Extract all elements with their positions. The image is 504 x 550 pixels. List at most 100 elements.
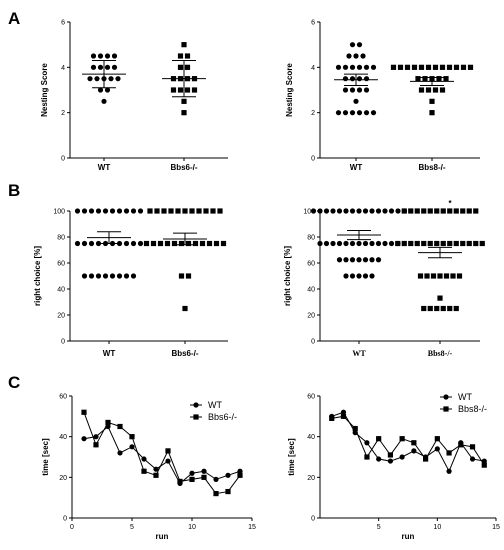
y-tick-label: 0	[311, 339, 315, 346]
data-point	[220, 240, 227, 247]
data-point	[116, 273, 123, 279]
data-point	[203, 208, 209, 214]
data-point	[323, 208, 330, 214]
data-point	[427, 240, 433, 247]
y-tick-label: 0	[61, 339, 65, 346]
y-tick-label: 2	[61, 110, 65, 117]
data-point	[335, 64, 342, 70]
chart-b-right-choice-bbs6: 0 20 40 60 80 100 right choice [%] WT Bbs6-/-	[33, 208, 228, 358]
data-point	[185, 240, 192, 247]
data-point	[473, 208, 479, 214]
data-point	[129, 444, 135, 450]
y-tick-label: 60	[307, 261, 315, 268]
y-tick-label: 6	[311, 20, 315, 27]
data-point	[199, 240, 206, 247]
data-point	[237, 468, 243, 474]
data-point	[411, 448, 417, 454]
data-point	[349, 257, 356, 263]
data-point	[117, 450, 123, 456]
data-point	[349, 110, 356, 116]
data-point	[171, 240, 178, 247]
data-point	[434, 446, 440, 452]
data-point	[369, 240, 375, 247]
data-point	[356, 87, 363, 93]
data-point	[430, 273, 437, 279]
data-point	[210, 208, 216, 214]
data-point	[421, 240, 427, 247]
data-point	[425, 64, 432, 70]
y-tick-label: 60	[57, 261, 65, 268]
data-point	[213, 476, 219, 482]
data-point	[356, 64, 363, 70]
legend-marker	[193, 402, 199, 408]
data-point	[141, 468, 147, 474]
data-point	[397, 64, 404, 70]
data-point	[101, 98, 107, 104]
panel-label-a: A	[8, 9, 20, 28]
data-point	[370, 110, 377, 116]
data-point	[349, 87, 356, 93]
data-point	[130, 273, 137, 279]
y-tick-label: 20	[307, 475, 315, 482]
data-point	[329, 415, 335, 421]
y-axis-label: time [sec]	[41, 438, 50, 476]
y-tick-label: 0	[61, 156, 65, 163]
data-point	[342, 76, 349, 82]
x-tick-label: 5	[130, 524, 134, 531]
data-point	[177, 87, 184, 93]
data-point	[178, 240, 185, 247]
data-point	[382, 240, 388, 247]
data-point	[123, 273, 130, 279]
data-point	[189, 208, 195, 214]
data-point	[237, 472, 243, 478]
data-point	[425, 87, 432, 93]
data-point	[353, 98, 359, 104]
data-point	[104, 53, 111, 59]
data-point	[117, 423, 123, 430]
data-point	[434, 240, 440, 247]
data-point	[404, 64, 411, 70]
data-point	[453, 64, 460, 70]
data-point	[342, 87, 349, 93]
data-point	[109, 208, 116, 214]
data-point	[330, 240, 336, 247]
data-point	[317, 208, 323, 214]
data-point	[362, 240, 369, 247]
data-point	[349, 240, 356, 247]
data-point	[362, 273, 369, 279]
chart-a-nesting-bbs8: 0 2 4 6 Nesting Score WT Bbs8-/-	[285, 20, 480, 172]
data-point	[443, 76, 449, 82]
data-point	[362, 257, 369, 263]
data-point	[317, 240, 323, 247]
data-point	[363, 87, 370, 93]
data-point	[466, 208, 472, 214]
x-category-label: WT	[98, 163, 111, 172]
y-tick-label: 40	[59, 434, 67, 441]
data-point	[453, 208, 459, 214]
x-category-label: Bbs6-/-	[171, 349, 198, 358]
data-point	[439, 64, 446, 70]
data-point	[74, 208, 81, 214]
data-point	[340, 409, 347, 415]
data-point	[376, 456, 382, 462]
data-point	[336, 257, 343, 263]
data-point	[323, 240, 330, 247]
data-point	[170, 87, 177, 93]
data-point	[349, 208, 356, 214]
data-point	[356, 273, 362, 279]
data-point	[353, 53, 359, 59]
data-point	[440, 240, 446, 247]
data-point	[88, 208, 95, 214]
legend-marker	[443, 394, 449, 400]
data-point	[201, 474, 207, 480]
data-point	[401, 208, 407, 214]
data-point	[418, 64, 425, 70]
chart-c-time-bbs6: 0 20 40 60 time [sec] 0 5 10 15 run WT Bbs6-/-	[41, 394, 256, 542]
chart-a-nesting-bbs6: 0 2 4 6 Nesting Score WT Bbs6-/-	[40, 20, 228, 172]
data-point	[116, 208, 123, 214]
x-category-label: WT	[103, 349, 116, 358]
legend-label: Bbs8-/-	[458, 404, 487, 414]
y-tick-label: 6	[61, 20, 65, 27]
data-point	[481, 462, 487, 468]
